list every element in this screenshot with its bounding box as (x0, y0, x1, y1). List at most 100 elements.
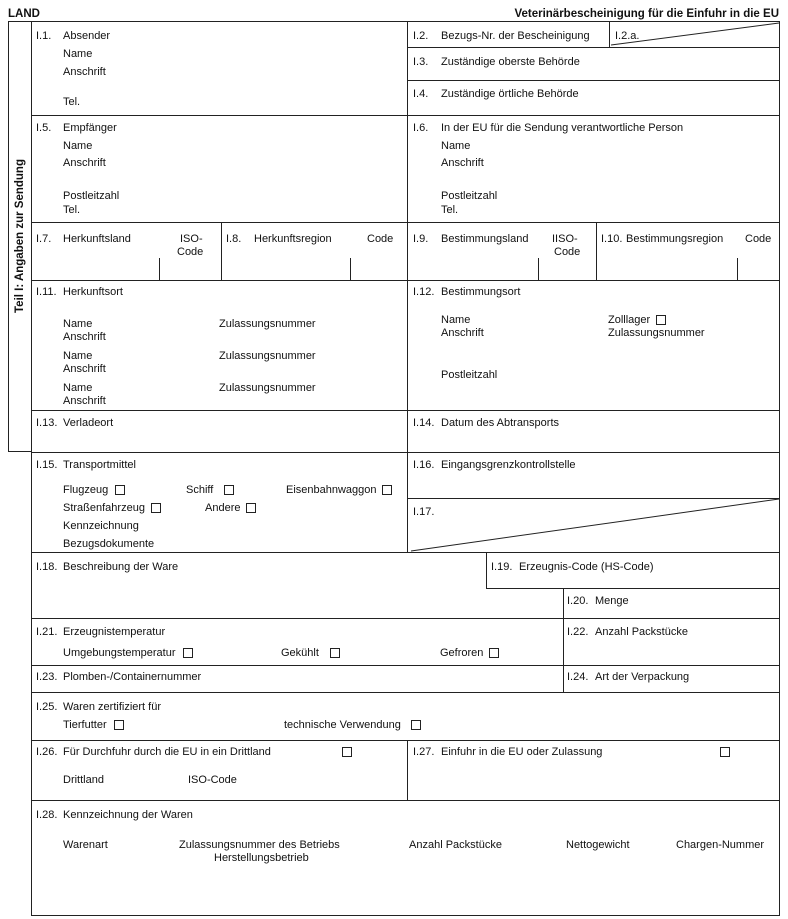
i22-number: I.22. (567, 626, 589, 638)
i18-number: I.18. (36, 561, 58, 573)
i11-name-3[interactable]: Name (63, 382, 93, 394)
i5-tel[interactable]: Tel. (63, 204, 81, 216)
i24-number: I.24. (567, 671, 589, 683)
i22-label[interactable]: Anzahl Packstücke (595, 626, 688, 638)
i11-approval-1[interactable]: Zulassungsnummer (219, 318, 316, 330)
i11-address-1[interactable]: Anschrift (63, 331, 106, 343)
i21-chilled-label: Gekühlt (281, 647, 319, 659)
i4-label[interactable]: Zuständige örtliche Behörde (441, 88, 579, 100)
i6-address[interactable]: Anschrift (441, 157, 484, 169)
i21-chilled-checkbox[interactable] (330, 648, 340, 658)
i1-address[interactable]: Anschrift (63, 66, 106, 78)
i11-name-2[interactable]: Name (63, 350, 93, 362)
i5-label: Empfänger (63, 122, 117, 134)
i28-label: Kennzeichnung der Waren (63, 809, 193, 821)
i10-number: I.10. (601, 233, 623, 245)
i21-ambient-checkbox[interactable] (183, 648, 193, 658)
i21-frozen-checkbox[interactable] (489, 648, 499, 658)
i17-strike-line (410, 498, 780, 552)
i12-approval[interactable]: Zulassungsnummer (608, 327, 705, 339)
i5-zip[interactable]: Postleitzahl (63, 190, 120, 202)
i11-label: Herkunftsort (63, 286, 123, 298)
i1-name[interactable]: Name (63, 48, 93, 60)
i12-name[interactable]: Name (441, 314, 471, 326)
i6-zip[interactable]: Postleitzahl (441, 190, 498, 202)
i5-address[interactable]: Anschrift (63, 157, 106, 169)
i16-number: I.16. (413, 459, 435, 471)
i21-label: Erzeugnistemperatur (63, 626, 166, 638)
i11-approval-3[interactable]: Zulassungsnummer (219, 382, 316, 394)
i28-col-type: Warenart (63, 839, 108, 851)
i19-number: I.19. (491, 561, 513, 573)
i5-number: I.5. (36, 122, 52, 134)
i5-name[interactable]: Name (63, 140, 93, 152)
i15-ship-checkbox[interactable] (224, 485, 234, 495)
i9-label[interactable]: Bestimmungsland (441, 233, 529, 245)
i12-zip[interactable]: Postleitzahl (441, 369, 498, 381)
i8-label[interactable]: Herkunftsregion (254, 233, 332, 245)
i15-rail-checkbox[interactable] (382, 485, 392, 495)
i14-label[interactable]: Datum des Abtransports (441, 417, 560, 429)
i25-tech-checkbox[interactable] (411, 720, 421, 730)
i12-customs-label: Zolllager (608, 314, 651, 326)
i23-label[interactable]: Plomben-/Containernummer (63, 671, 202, 683)
i15-plane-checkbox[interactable] (115, 485, 125, 495)
i11-address-2[interactable]: Anschrift (63, 363, 106, 375)
i12-customs-checkbox[interactable] (656, 315, 666, 325)
i26-label: Für Durchfuhr durch die EU in ein Drittl… (63, 746, 271, 758)
i20-label[interactable]: Menge (595, 595, 629, 607)
i26-country[interactable]: Drittland (63, 774, 104, 786)
i2-label[interactable]: Bezugs-Nr. der Bescheinigung (441, 30, 590, 42)
i21-frozen-label: Gefroren (440, 647, 484, 659)
i25-feed-checkbox[interactable] (114, 720, 124, 730)
i15-ship-label: Schiff (186, 484, 214, 496)
i26-iso[interactable]: ISO-Code (188, 774, 237, 786)
i7-iso-line1: ISO- (180, 233, 203, 245)
i3-label[interactable]: Zuständige oberste Behörde (441, 56, 580, 68)
i15-other-checkbox[interactable] (246, 503, 256, 513)
i12-number: I.12. (413, 286, 435, 298)
i24-label[interactable]: Art der Verpackung (595, 671, 690, 683)
i12-label: Bestimmungsort (441, 286, 521, 298)
i19-label[interactable]: Erzeugnis-Code (HS-Code) (519, 561, 654, 573)
i6-number: I.6. (413, 122, 429, 134)
i15-road-checkbox[interactable] (151, 503, 161, 513)
i10-label[interactable]: Bestimmungsregion (626, 233, 724, 245)
i15-ident[interactable]: Kennzeichnung (63, 520, 139, 532)
i28-col-net-weight: Nettogewicht (566, 839, 630, 851)
i11-name-1[interactable]: Name (63, 318, 93, 330)
i15-number: I.15. (36, 459, 58, 471)
i27-checkbox[interactable] (720, 747, 730, 757)
i12-address[interactable]: Anschrift (441, 327, 484, 339)
i28-col-packages: Anzahl Packstücke (409, 839, 502, 851)
i9-iso-line1: IISO- (552, 233, 578, 245)
i26-checkbox[interactable] (342, 747, 352, 757)
i8-number: I.8. (226, 233, 242, 245)
i28-col-batch: Chargen-Nummer (676, 839, 765, 851)
i13-label[interactable]: Verladeort (63, 417, 114, 429)
i15-rail-label: Eisenbahnwaggon (286, 484, 377, 496)
i20-number: I.20. (567, 595, 589, 607)
i18-label[interactable]: Beschreibung der Ware (63, 561, 179, 573)
i9-number: I.9. (413, 233, 429, 245)
i7-number: I.7. (36, 233, 52, 245)
i4-number: I.4. (413, 88, 429, 100)
form-frame (31, 21, 780, 916)
i16-label[interactable]: Eingangsgrenzkontrollstelle (441, 459, 576, 471)
i17-number: I.17. (413, 506, 435, 518)
i15-docs[interactable]: Bezugsdokumente (63, 538, 155, 550)
i7-label[interactable]: Herkunftsland (63, 233, 131, 245)
i1-tel[interactable]: Tel. (63, 96, 81, 108)
i28-col-approval-line2: Herstellungsbetrieb (214, 852, 309, 864)
i11-address-3[interactable]: Anschrift (63, 395, 106, 407)
i15-other-label: Andere (205, 502, 241, 514)
i14-number: I.14. (413, 417, 435, 429)
i13-number: I.13. (36, 417, 58, 429)
certificate-title: Veterinärbescheinigung für die Einfuhr i… (514, 8, 779, 20)
i8-code: Code (367, 233, 394, 245)
i6-tel[interactable]: Tel. (441, 204, 459, 216)
i9-iso-line2: Code (554, 246, 581, 258)
i11-approval-2[interactable]: Zulassungsnummer (219, 350, 316, 362)
i28-col-approval: Zulassungsnummer des Betriebs (179, 839, 340, 851)
i6-name[interactable]: Name (441, 140, 471, 152)
